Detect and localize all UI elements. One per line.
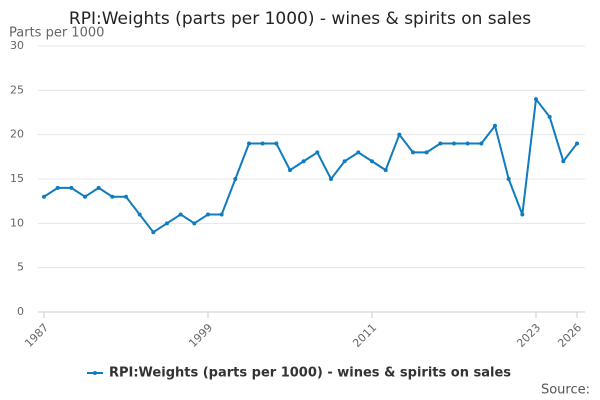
data-point xyxy=(465,141,470,146)
data-point xyxy=(274,141,279,146)
data-point xyxy=(547,114,552,119)
legend-label: RPI:Weights (parts per 1000) - wines & s… xyxy=(109,366,511,381)
data-point xyxy=(575,141,579,146)
y-tick-label: 5 xyxy=(17,261,24,274)
data-point xyxy=(69,185,74,190)
data-point xyxy=(438,141,443,146)
data-point xyxy=(55,185,60,190)
data-point xyxy=(178,212,183,217)
data-point xyxy=(315,150,320,155)
data-point xyxy=(561,159,566,164)
data-point xyxy=(96,185,101,190)
data-point xyxy=(424,150,429,155)
data-point xyxy=(165,221,169,226)
data-point xyxy=(151,230,156,235)
x-tick-label: 1987 xyxy=(22,321,51,350)
y-tick-label: 10 xyxy=(10,216,24,229)
data-point xyxy=(493,123,497,128)
data-point xyxy=(329,177,333,181)
data-point xyxy=(219,212,224,217)
data-point xyxy=(110,194,115,199)
legend-marker xyxy=(92,371,97,375)
y-axis-label: Parts per 1000 xyxy=(9,26,104,41)
x-tick-label: 2023 xyxy=(514,321,543,350)
chart-title: RPI:Weights (parts per 1000) - wines & s… xyxy=(69,9,531,29)
y-tick-label: 30 xyxy=(10,39,24,52)
y-tick-label: 0 xyxy=(17,305,24,318)
data-line xyxy=(43,96,578,234)
y-tick-label: 20 xyxy=(10,128,24,141)
data-point xyxy=(83,194,87,199)
data-point xyxy=(124,194,128,199)
data-point xyxy=(260,141,265,146)
data-point xyxy=(206,212,210,217)
x-tick-label: 2011 xyxy=(350,321,379,350)
data-point xyxy=(42,194,46,199)
data-point xyxy=(356,150,361,155)
y-tick-label: 25 xyxy=(10,83,24,96)
data-point xyxy=(479,141,484,146)
data-point xyxy=(342,159,347,164)
data-point xyxy=(452,141,456,146)
data-point xyxy=(233,177,238,181)
data-point xyxy=(192,221,197,226)
data-point xyxy=(534,97,538,102)
data-point xyxy=(247,141,251,146)
data-point xyxy=(383,168,388,173)
y-tick-label: 15 xyxy=(10,172,24,185)
data-point xyxy=(137,212,142,217)
data-point xyxy=(397,132,402,137)
x-tick-label: 1999 xyxy=(186,321,215,350)
data-point xyxy=(288,168,292,173)
data-point xyxy=(301,159,306,164)
data-point xyxy=(411,150,415,155)
source: Source: xyxy=(541,383,590,398)
x-tick-label: 2026 xyxy=(555,321,584,350)
data-point xyxy=(506,177,511,181)
data-point xyxy=(370,159,374,164)
data-point xyxy=(520,212,525,217)
